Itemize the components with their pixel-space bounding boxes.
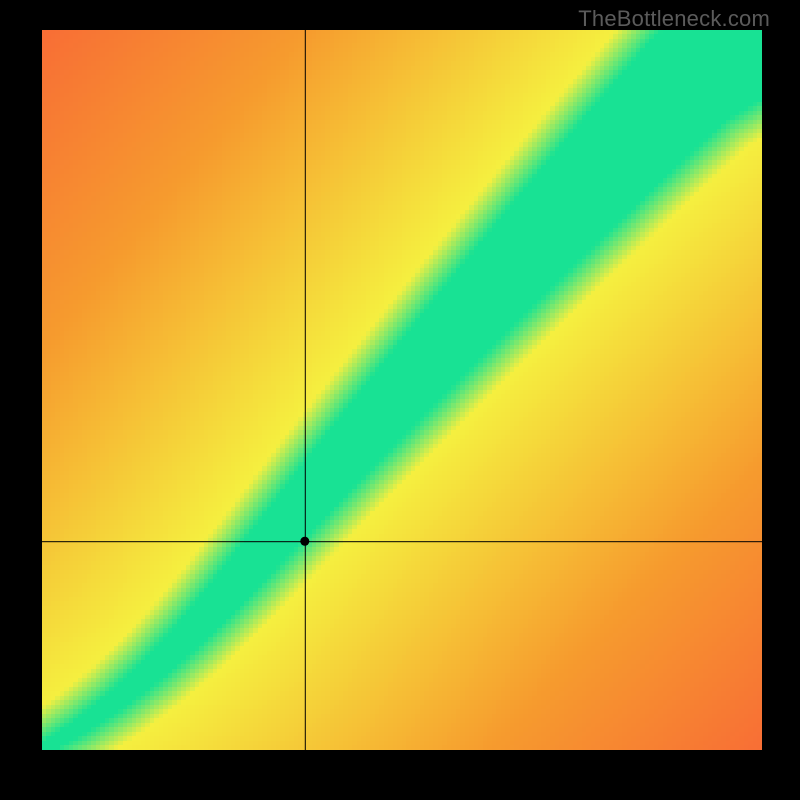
chart-container: TheBottleneck.com — [0, 0, 800, 800]
watermark-text: TheBottleneck.com — [578, 6, 770, 32]
heatmap-plot-area — [42, 30, 762, 750]
heatmap-canvas — [42, 30, 762, 750]
